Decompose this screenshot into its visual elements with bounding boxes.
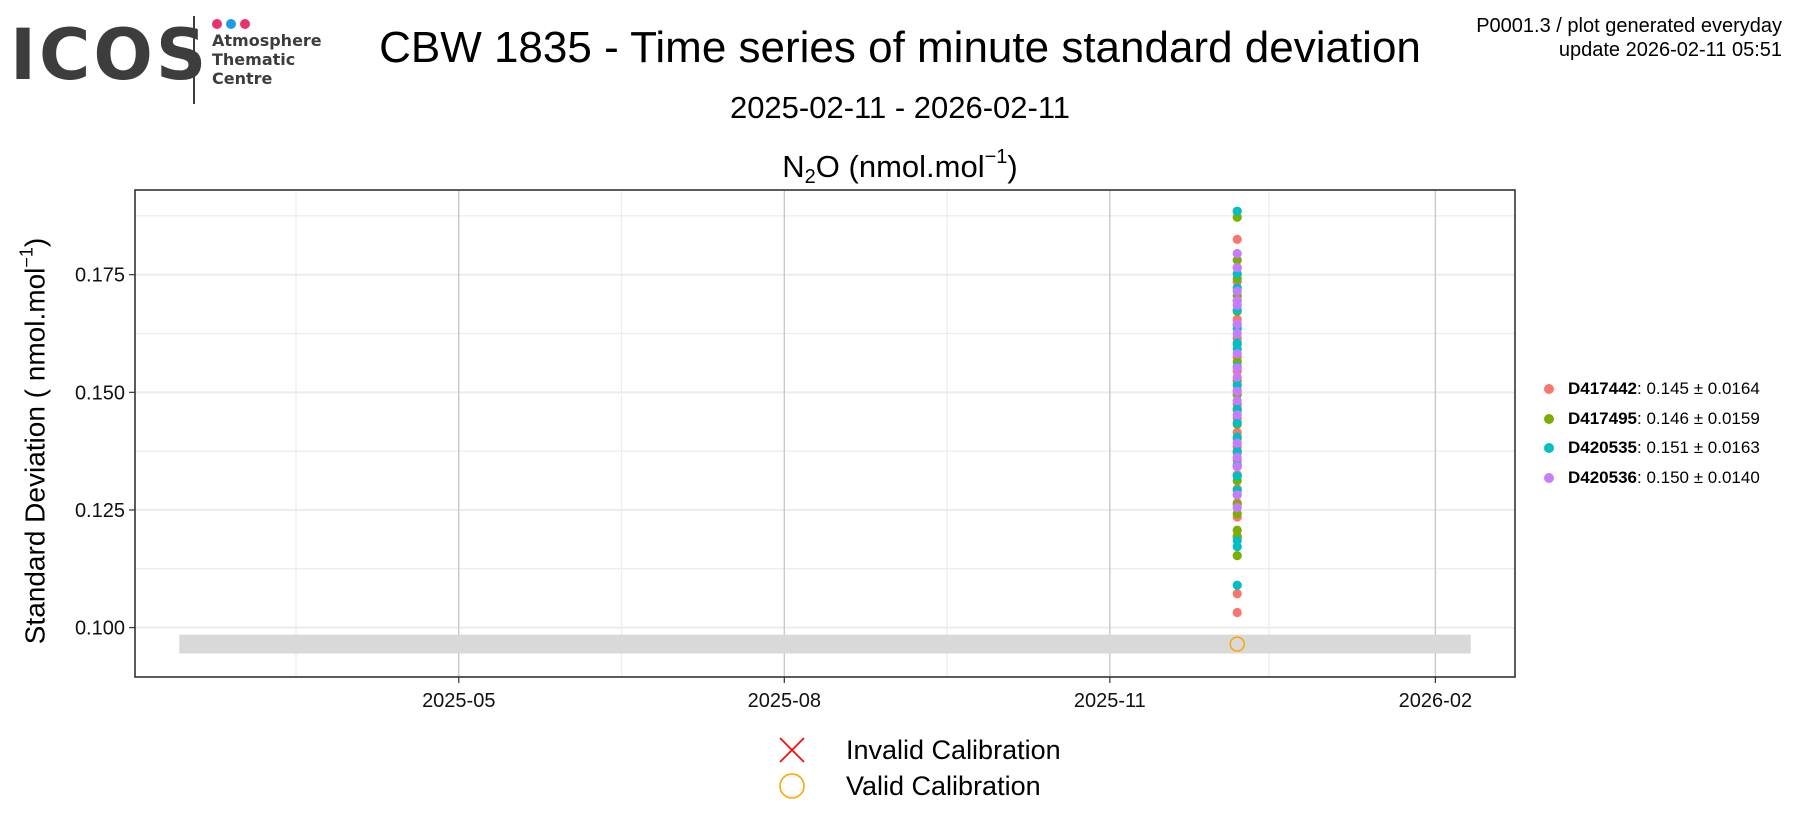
data-point-d420535 [1232,418,1242,428]
data-point-d417442 [1232,589,1242,599]
y-tick-label: 0.175 [75,265,125,287]
x-tick-label: 2025-05 [422,690,495,712]
data-point-d420536 [1232,372,1242,382]
legend-marker-icon [1544,443,1554,453]
panel-border [134,189,1516,678]
legend-series-name: D417442 [1568,379,1638,398]
legend-series-stats: : 0.145 ± 0.0164 [1637,379,1760,398]
legend-marker-icon [1544,413,1554,424]
logo-subtitle: Atmosphere Thematic Centre [212,31,322,88]
plot-info: P0001.3 / plot generated everyday update… [1476,14,1782,62]
data-point-d417442 [1232,607,1242,618]
data-point-d420536 [1232,438,1242,448]
logo-line-2: Thematic [212,50,296,69]
data-point-d420536 [1232,503,1242,513]
series-legend: D417442: 0.145 ± 0.0164 D417495: 0.146 ± … [1544,374,1760,492]
x-tick-label: 2026-02 [1399,690,1472,712]
data-point-d417495 [1232,551,1242,561]
legend-marker-icon [1544,384,1554,394]
y-tick-label: 0.150 [75,382,125,404]
logo-wordmark: ICOS [10,14,210,96]
legend-item-d417495: D417495: 0.146 ± 0.0159 [1544,404,1760,434]
chart-title: CBW 1835 - Time series of minute standar… [379,23,1421,72]
data-point-d420535 [1232,580,1242,590]
data-point-d420536 [1232,490,1242,500]
species-main: N [782,149,805,184]
legend-valid-calibration: Valid Calibration [770,768,1061,804]
data-point-d420535 [1232,206,1242,216]
legend-series-name: D420535 [1568,438,1638,457]
logo-dot-2 [226,19,236,29]
legend-item-d417442: D417442: 0.145 ± 0.0164 [1544,374,1760,404]
data-point-d417495 [1232,255,1242,265]
x-tick-label: 2025-11 [1074,690,1146,712]
data-point-d420536 [1232,462,1242,472]
valid-calibration-point [1229,636,1245,652]
logo-line-1: Atmosphere [212,31,322,50]
data-point-d417495 [1232,525,1242,535]
legend-marker-icon [1544,472,1554,483]
data-point-d420536 [1232,328,1242,339]
species-sub: 2 [804,166,816,188]
data-point-d420536 [1232,452,1242,462]
species-end: ) [1007,149,1018,184]
data-point-d420536 [1232,410,1242,420]
valid-calibration-label: Valid Calibration [846,771,1041,801]
calibration-legend: Invalid Calibration Valid Calibration [770,732,1061,804]
x-tick-label: 2025-08 [748,690,821,712]
data-point-d420536 [1232,263,1242,273]
chart-date-range: 2025-02-11 - 2026-02-11 [729,90,1071,125]
invalid-calibration-cross-icon [779,737,805,763]
legend-item-d420536: D420536: 0.150 ± 0.0140 [1544,463,1760,493]
legend-series-stats: : 0.150 ± 0.0140 [1637,467,1760,487]
data-point-d420536 [1232,286,1242,296]
logo-dot-3 [240,19,250,29]
legend-invalid-calibration: Invalid Calibration [770,732,1061,768]
data-point-d417442 [1232,234,1242,245]
data-point-d420536 [1232,363,1242,373]
logo-divider [193,16,195,104]
plot-update-time: update 2026-02-11 05:51 [1558,39,1782,61]
legend-series-stats: : 0.146 ± 0.0159 [1637,408,1760,428]
logo-dot-1 [212,19,222,29]
invalid-calibration-label: Invalid Calibration [846,735,1061,765]
icos-logo: ICOS Atmosphere Thematic Centre [10,14,330,106]
y-tick-label: 0.100 [75,618,125,640]
logo-dots [212,16,254,34]
species-sup: −1 [984,146,1008,168]
data-point-d420535 [1232,542,1242,552]
data-point-d420535 [1232,471,1242,481]
data-point-d420536 [1232,300,1242,310]
data-point-d420536 [1232,248,1242,259]
plot-info-line-1: P0001.3 / plot generated everyday [1476,15,1782,37]
data-point-d420536 [1232,396,1242,406]
legend-item-d420535: D420535: 0.151 ± 0.0163 [1544,433,1760,463]
species-mid: O (nmol.mol [815,149,985,184]
valid-calibration-circle-icon [779,773,805,799]
legend-series-stats: : 0.151 ± 0.0163 [1637,438,1760,457]
legend-series-name: D417495 [1568,408,1638,428]
logo-line-3: Centre [212,69,273,88]
legend-series-name: D420536 [1568,467,1638,487]
data-point-d420536 [1232,386,1242,396]
data-point-d420536 [1232,349,1242,359]
data-point-d420536 [1232,319,1242,329]
chart-species-label: N2O (nmol.mol−1) [500,138,1300,196]
y-tick-label: 0.125 [75,500,125,522]
reference-band [179,634,1471,654]
